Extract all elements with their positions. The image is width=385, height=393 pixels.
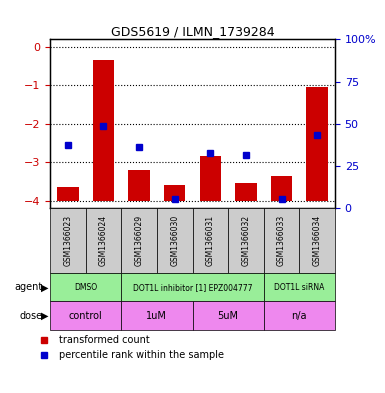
Text: ▶: ▶ [41,310,48,321]
Text: agent: agent [14,282,42,292]
Bar [121,301,192,330]
Bar [121,273,264,301]
Bar [271,176,292,200]
Bar [57,187,79,200]
Text: DOT1L siRNA: DOT1L siRNA [274,283,325,292]
Title: GDS5619 / ILMN_1739284: GDS5619 / ILMN_1739284 [111,25,274,38]
Text: GSM1366033: GSM1366033 [277,215,286,266]
Bar [85,208,121,273]
Bar [306,87,328,200]
Text: GSM1366034: GSM1366034 [313,215,321,266]
Text: GSM1366029: GSM1366029 [135,215,144,266]
Text: dose: dose [19,310,42,321]
Text: control: control [69,310,102,321]
Text: GSM1366023: GSM1366023 [64,215,72,266]
Text: GSM1366030: GSM1366030 [170,215,179,266]
Bar [50,273,121,301]
Bar [264,301,335,330]
Text: GSM1366024: GSM1366024 [99,215,108,266]
Text: ▶: ▶ [41,282,48,292]
Text: n/a: n/a [291,310,307,321]
Bar [93,61,114,200]
Text: transformed count: transformed count [59,334,149,345]
Bar [121,208,157,273]
Text: GSM1366032: GSM1366032 [241,215,250,266]
Bar [192,301,264,330]
Bar [235,183,257,200]
Bar [157,208,192,273]
Bar [300,208,335,273]
Bar [50,301,121,330]
Text: GSM1366031: GSM1366031 [206,215,215,266]
Bar [128,170,150,200]
Text: 1uM: 1uM [146,310,167,321]
Text: DMSO: DMSO [74,283,97,292]
Bar [192,208,228,273]
Text: percentile rank within the sample: percentile rank within the sample [59,350,224,360]
Text: 5uM: 5uM [218,310,239,321]
Bar [264,208,300,273]
Bar [50,208,85,273]
Bar [199,156,221,200]
Text: DOT1L inhibitor [1] EPZ004777: DOT1L inhibitor [1] EPZ004777 [133,283,252,292]
Bar [164,185,186,200]
Bar [264,273,335,301]
Bar [228,208,264,273]
